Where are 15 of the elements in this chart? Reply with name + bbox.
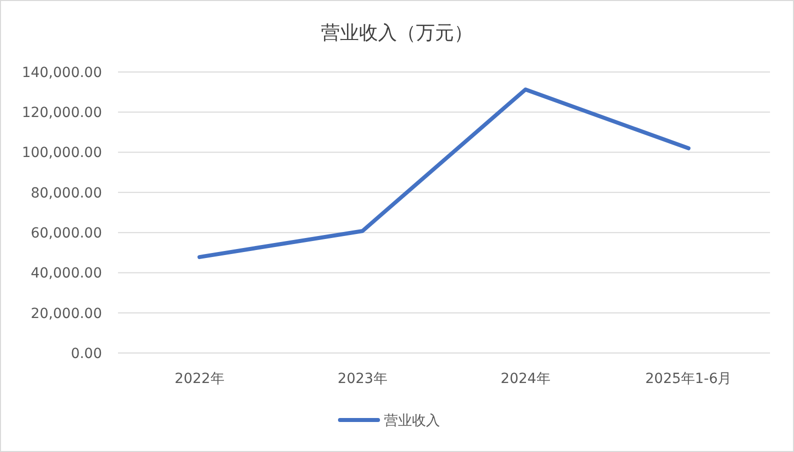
line-series [198, 87, 690, 260]
y-tick-label: 120,000.00 [22, 105, 102, 122]
y-tick-label: 100,000.00 [22, 145, 102, 162]
y-tick-label: 60,000.00 [30, 225, 102, 242]
legend-label: 营业收入 [384, 412, 440, 429]
y-tick-label: 140,000.00 [22, 64, 102, 81]
y-tick-label: 20,000.00 [30, 306, 102, 322]
x-tick-label: 2022年 [174, 371, 224, 387]
x-tick-label: 2025年1-6月 [645, 371, 732, 387]
y-tick-label: 0.00 [70, 346, 102, 362]
y-tick-label: 80,000.00 [30, 185, 102, 202]
x-tick-label: 2023年 [338, 371, 388, 387]
y-tick-label: 40,000.00 [30, 266, 102, 282]
chart-title: 营业收入（万元） [321, 22, 473, 44]
x-tick-label: 2024年 [500, 371, 550, 387]
